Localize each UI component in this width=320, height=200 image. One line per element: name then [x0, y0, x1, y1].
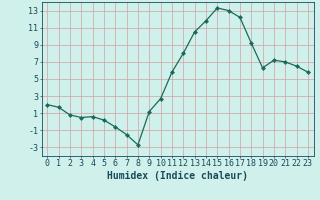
X-axis label: Humidex (Indice chaleur): Humidex (Indice chaleur) — [107, 171, 248, 181]
